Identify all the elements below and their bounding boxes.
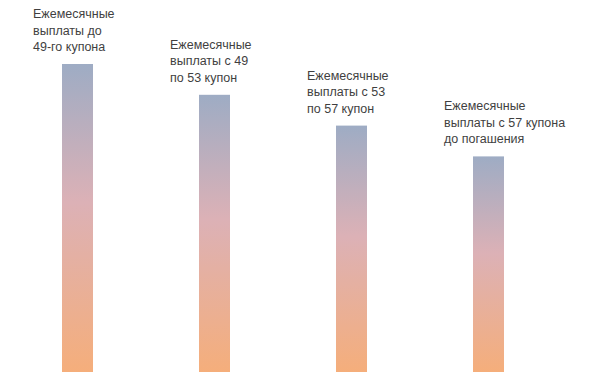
bars <box>62 64 504 372</box>
bar <box>473 156 504 372</box>
bar <box>199 95 230 372</box>
chart: Ежемесячныевыплаты до49-го купона Ежемеся… <box>0 0 590 380</box>
category-label: Ежемесячныевыплаты с 57 купонадо погашен… <box>444 99 565 146</box>
bar <box>336 126 367 372</box>
labels: Ежемесячныевыплаты до49-го купона Ежемеся… <box>33 7 565 146</box>
category-label: Ежемесячныевыплаты до49-го купона <box>33 7 115 54</box>
category-label: Ежемесячныевыплаты с 53по 57 купон <box>307 69 389 116</box>
category-label: Ежемесячныевыплаты с 49по 53 купон <box>170 38 252 85</box>
bar <box>62 64 93 372</box>
